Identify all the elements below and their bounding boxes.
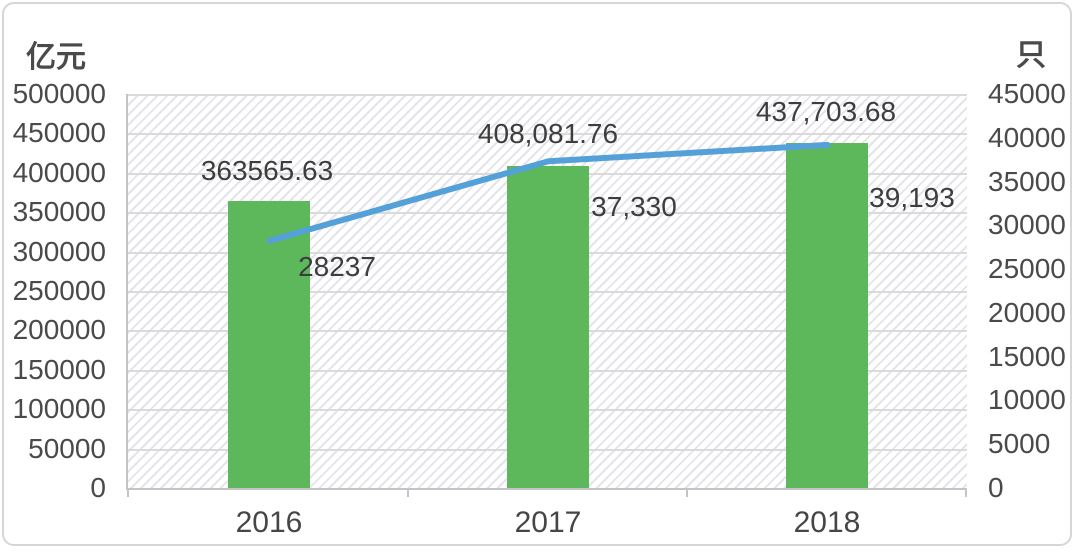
right-tick-label: 25000 (988, 253, 1066, 284)
bar-2017 (507, 166, 589, 488)
gridline (128, 133, 967, 135)
line-data-label-2016: 28237 (298, 251, 376, 282)
right-tick-label: 15000 (988, 341, 1066, 372)
right-tick-label: 30000 (988, 209, 1066, 240)
trend-line (266, 141, 831, 244)
left-tick-label: 400000 (12, 157, 106, 188)
line-data-label-2018: 39,193 (869, 182, 955, 213)
right-tick-label: 35000 (988, 166, 1066, 197)
left-tick-label: 300000 (12, 236, 106, 267)
left-tick-label: 350000 (12, 196, 106, 227)
x-category-label-2016: 2016 (235, 506, 303, 539)
gridline (128, 94, 967, 96)
right-tick-label: 40000 (988, 122, 1066, 153)
left-axis-title: 亿元 (26, 41, 86, 74)
left-tick-label: 200000 (12, 314, 106, 345)
right-tick-label: 0 (988, 472, 1004, 503)
right-tick-label: 5000 (988, 428, 1051, 459)
bar-data-label-2017: 408,081.76 (477, 118, 619, 149)
left-tick-label: 0 (90, 472, 106, 503)
plot-area (128, 94, 967, 488)
bar-2016 (228, 201, 310, 488)
line-data-label-2017: 37,330 (591, 191, 677, 222)
x-category-label-2017: 2017 (514, 506, 582, 539)
bar-data-label-2018: 437,703.68 (755, 96, 897, 127)
left-tick-label: 100000 (12, 393, 106, 424)
right-axis-title: 只 (1016, 39, 1046, 72)
x-axis-tick (965, 490, 967, 497)
right-tick-label: 20000 (988, 297, 1066, 328)
right-tick-label: 10000 (988, 384, 1066, 415)
left-tick-label: 250000 (12, 275, 106, 306)
x-axis-line (126, 488, 967, 490)
left-axis-line (126, 94, 128, 490)
left-tick-label: 450000 (12, 117, 106, 148)
x-category-label-2018: 2018 (793, 506, 861, 539)
left-tick-label: 150000 (12, 354, 106, 385)
x-axis-tick (686, 490, 688, 497)
left-tick-label: 500000 (12, 78, 106, 109)
right-tick-label: 45000 (988, 78, 1066, 109)
x-axis-tick (407, 490, 409, 497)
left-tick-label: 50000 (28, 433, 106, 464)
x-axis-tick (127, 490, 129, 497)
bar-data-label-2016: 363565.63 (200, 155, 334, 186)
bar-2018 (786, 143, 868, 488)
